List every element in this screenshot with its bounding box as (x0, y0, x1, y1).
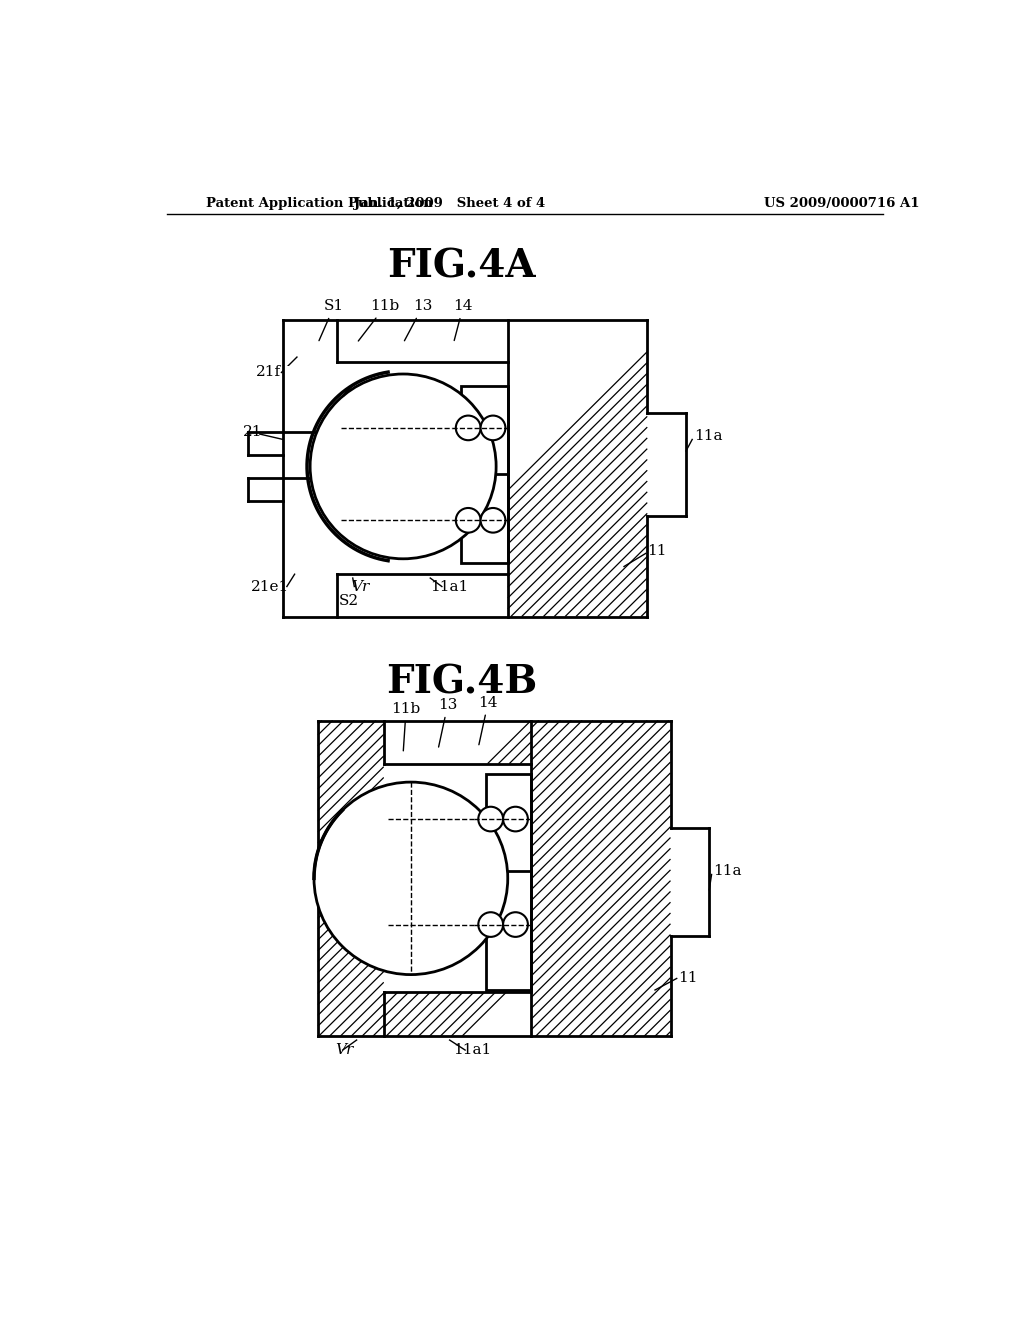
Text: 13: 13 (404, 300, 432, 341)
Bar (337, 363, 508, 574)
Bar (337, 363, 508, 574)
Circle shape (456, 416, 480, 441)
Circle shape (503, 807, 528, 832)
Text: S2: S2 (339, 594, 359, 609)
Bar (486, 775, 531, 990)
Text: FIG.4B: FIG.4B (386, 663, 537, 701)
Text: 14: 14 (454, 300, 473, 341)
Text: 21f: 21f (256, 366, 281, 379)
Text: 11a1: 11a1 (454, 1043, 492, 1057)
Circle shape (478, 807, 503, 832)
Circle shape (480, 508, 506, 533)
Circle shape (480, 416, 506, 441)
Text: FIG.4A: FIG.4A (387, 247, 536, 285)
Text: 11a: 11a (693, 429, 722, 442)
Bar (461, 385, 508, 562)
Bar (461, 385, 508, 562)
Text: 11b: 11b (358, 300, 399, 341)
Circle shape (314, 781, 508, 974)
Text: S1: S1 (319, 300, 344, 341)
Text: 21e1: 21e1 (251, 579, 289, 594)
Bar (486, 775, 531, 990)
Text: 21: 21 (243, 425, 262, 438)
Text: 11a: 11a (713, 863, 741, 878)
Text: 14: 14 (478, 696, 498, 744)
Text: Vr: Vr (335, 1043, 353, 1057)
Bar (283, 367, 337, 570)
Text: US 2009/0000716 A1: US 2009/0000716 A1 (764, 197, 919, 210)
Text: 11: 11 (647, 544, 667, 558)
Circle shape (456, 508, 480, 533)
Bar (384, 763, 531, 993)
Text: 11: 11 (678, 972, 697, 986)
Bar (384, 763, 531, 993)
Text: Vr: Vr (351, 579, 370, 594)
Circle shape (503, 912, 528, 937)
Text: 11a1: 11a1 (430, 579, 469, 594)
Circle shape (310, 374, 496, 558)
Text: Patent Application Publication: Patent Application Publication (206, 197, 432, 210)
Text: Jan. 1, 2009   Sheet 4 of 4: Jan. 1, 2009 Sheet 4 of 4 (354, 197, 545, 210)
Circle shape (478, 912, 503, 937)
Text: 13: 13 (438, 698, 458, 747)
Text: 11b: 11b (391, 702, 421, 751)
